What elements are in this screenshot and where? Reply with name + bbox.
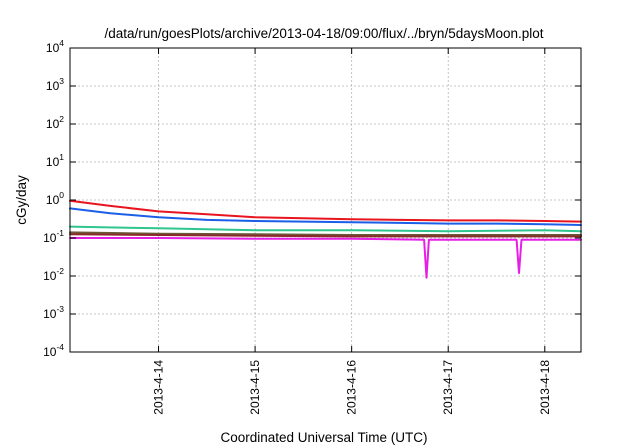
- series-line-2: [69, 207, 582, 226]
- x-tick-label: 2013-4-16: [345, 360, 359, 415]
- series-line-4: [69, 231, 582, 236]
- series-group: [69, 199, 582, 279]
- y-tick-label: 103: [46, 76, 64, 93]
- x-tick-label: 2013-4-14: [152, 360, 166, 415]
- grid: [70, 48, 581, 352]
- x-axis: 2013-4-14 2013-4-15 2013-4-16 2013-4-17 2013…: [152, 48, 552, 415]
- y-tick-label: 104: [46, 38, 64, 55]
- y-tick-label: 10-3: [43, 304, 64, 321]
- chart-title: /data/run/goesPlots/archive/2013-04-18/0…: [104, 26, 543, 41]
- series-line-5: [69, 233, 582, 238]
- series-line-3: [69, 225, 582, 233]
- y-tick-label: 101: [46, 152, 64, 169]
- y-axis: 10-4 10-3 10-2 10-1 100 101 102 103 104: [43, 38, 581, 359]
- y-axis-label: cGy/day: [14, 175, 29, 225]
- y-tick-label: 10-2: [43, 266, 64, 283]
- series-line-1: [69, 199, 582, 223]
- y-tick-label: 10-4: [43, 342, 64, 359]
- y-tick-label: 102: [46, 114, 64, 131]
- y-tick-label: 10-1: [43, 228, 64, 245]
- x-tick-label: 2013-4-17: [441, 360, 455, 415]
- x-tick-label: 2013-4-18: [538, 360, 552, 415]
- x-tick-label: 2013-4-15: [248, 360, 262, 415]
- y-tick-label: 100: [46, 190, 64, 207]
- series-line-6: [69, 237, 582, 279]
- x-axis-label: Coordinated Universal Time (UTC): [220, 430, 427, 445]
